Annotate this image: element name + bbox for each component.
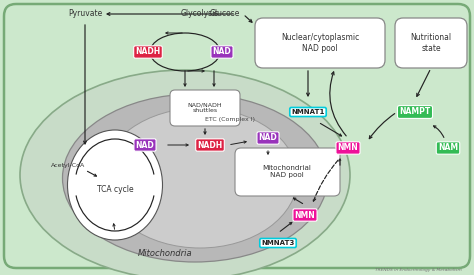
Text: Acetyl-CoA: Acetyl-CoA bbox=[51, 163, 85, 167]
Text: Mitochondria: Mitochondria bbox=[137, 249, 192, 257]
Text: Nuclear/cytoplasmic
NAD pool: Nuclear/cytoplasmic NAD pool bbox=[281, 33, 359, 53]
Text: ETC (Complex I): ETC (Complex I) bbox=[205, 117, 255, 122]
Ellipse shape bbox=[67, 130, 163, 240]
Text: NAD: NAD bbox=[213, 48, 231, 56]
Text: NAMPT: NAMPT bbox=[400, 108, 430, 117]
Ellipse shape bbox=[102, 108, 298, 248]
Text: NADH: NADH bbox=[197, 141, 223, 150]
Text: NADH: NADH bbox=[136, 48, 161, 56]
Text: NAD: NAD bbox=[259, 133, 277, 142]
Text: Mitochondrial
NAD pool: Mitochondrial NAD pool bbox=[263, 166, 311, 178]
Text: NAD/NADH
shuttles: NAD/NADH shuttles bbox=[188, 103, 222, 113]
FancyBboxPatch shape bbox=[4, 4, 470, 268]
Text: Glucose: Glucose bbox=[210, 10, 240, 18]
Text: TCA cycle: TCA cycle bbox=[97, 186, 133, 194]
Text: NAD: NAD bbox=[136, 141, 155, 150]
FancyBboxPatch shape bbox=[395, 18, 467, 68]
Text: TRENDS in Endocrinology & Metabolism: TRENDS in Endocrinology & Metabolism bbox=[375, 268, 462, 272]
Text: Nutritional
state: Nutritional state bbox=[410, 33, 452, 53]
Text: NMN: NMN bbox=[337, 144, 358, 153]
Text: NMNAT1: NMNAT1 bbox=[292, 109, 325, 115]
FancyBboxPatch shape bbox=[235, 148, 340, 196]
Text: NMNAT3: NMNAT3 bbox=[261, 240, 295, 246]
Text: NAM: NAM bbox=[438, 144, 458, 153]
FancyBboxPatch shape bbox=[170, 90, 240, 126]
Text: Glycolysis: Glycolysis bbox=[181, 10, 219, 18]
Ellipse shape bbox=[63, 94, 328, 262]
Ellipse shape bbox=[20, 70, 350, 275]
Text: NMN: NMN bbox=[295, 210, 315, 219]
FancyBboxPatch shape bbox=[255, 18, 385, 68]
Text: Pyruvate: Pyruvate bbox=[68, 10, 102, 18]
